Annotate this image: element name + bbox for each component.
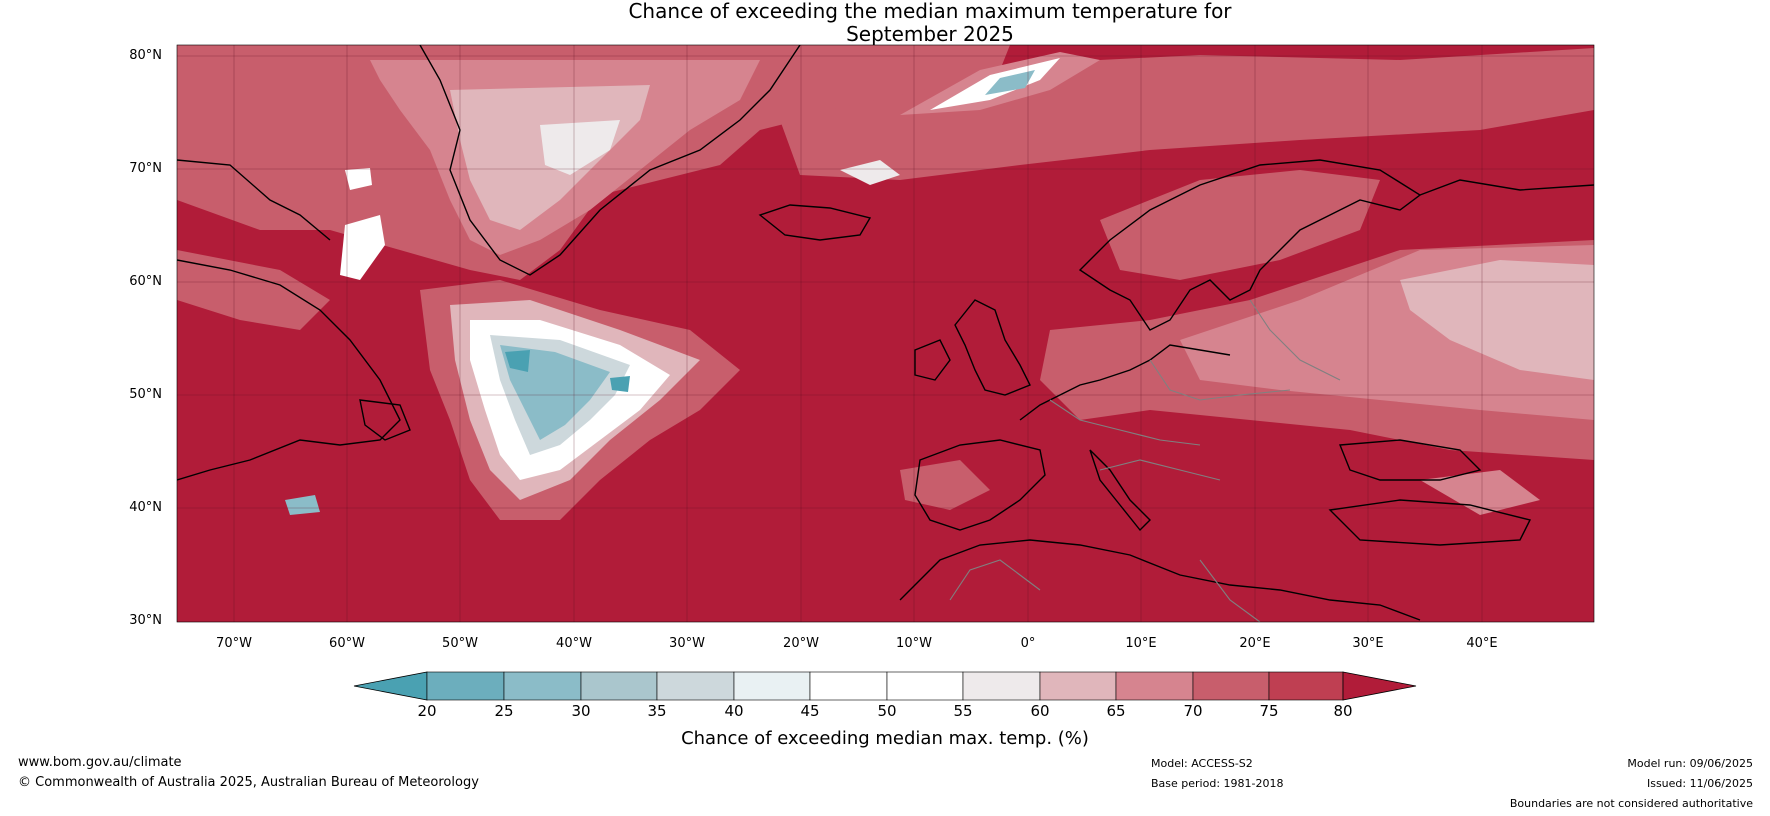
lat-label-70n: 70°N bbox=[129, 161, 162, 176]
anomaly-mideast bbox=[1420, 470, 1540, 515]
colorbar-extend-high bbox=[1342, 671, 1417, 701]
colorbar-tick-25: 25 bbox=[494, 702, 514, 720]
anomaly-scandinavia bbox=[1100, 170, 1380, 280]
lon-label-0: 0° bbox=[1020, 636, 1036, 651]
colorbar-bin-20-25 bbox=[426, 671, 505, 701]
colorbar-bin-30-35 bbox=[580, 671, 658, 701]
footer-model-run: Model run: 09/06/2025 bbox=[1627, 757, 1753, 770]
colorbar-tick-50: 50 bbox=[877, 702, 897, 720]
footer-disclaimer: Boundaries are not considered authoritat… bbox=[1509, 797, 1753, 810]
map-title: Chance of exceeding the median maximum t… bbox=[0, 0, 1770, 46]
anomaly-greenland-core bbox=[540, 120, 620, 175]
anomaly-nova-scotia bbox=[285, 495, 320, 515]
coast-africa bbox=[899, 539, 1421, 621]
anomaly-west-band bbox=[177, 250, 330, 330]
colorbar-tick-70: 70 bbox=[1183, 702, 1203, 720]
map-frame bbox=[176, 44, 1595, 623]
lon-label-10w: 10°W bbox=[896, 636, 932, 651]
anomaly-russia-inner bbox=[1400, 260, 1594, 380]
colorbar-title: Chance of exceeding median max. temp. (%… bbox=[681, 728, 1089, 749]
colorbar-tick-30: 30 bbox=[571, 702, 591, 720]
anomaly-labrador bbox=[340, 215, 385, 280]
colorbar-extend-low bbox=[353, 671, 428, 701]
title-line-1: Chance of exceeding the median maximum t… bbox=[628, 0, 1232, 23]
colorbar-bin-45-50 bbox=[809, 671, 888, 701]
anomaly-ice-patch bbox=[840, 160, 900, 185]
lon-label-30w: 30°W bbox=[669, 636, 705, 651]
lon-label-40w: 40°W bbox=[556, 636, 592, 651]
colorbar-tick-40: 40 bbox=[724, 702, 744, 720]
footer-issued: Issued: 11/06/2025 bbox=[1646, 777, 1753, 790]
footer-url: www.bom.gov.au/climate bbox=[18, 755, 182, 770]
coast-blacksea bbox=[1338, 439, 1482, 481]
lat-label-50n: 50°N bbox=[129, 387, 162, 402]
lon-label-70w: 70°W bbox=[216, 636, 252, 651]
colorbar-bin-35-40 bbox=[656, 671, 735, 701]
coast-scandinavia bbox=[1078, 159, 1422, 331]
graticule bbox=[177, 45, 1594, 622]
lon-label-30e: 30°E bbox=[1352, 636, 1384, 651]
lat-label-80n: 80°N bbox=[129, 48, 162, 63]
colorbar-tick-35: 35 bbox=[647, 702, 667, 720]
colorbar-bin-55-60 bbox=[962, 671, 1041, 701]
anomaly-atlantic-core-1 bbox=[505, 350, 530, 372]
colorbar-bin-50-55 bbox=[886, 671, 964, 701]
colorbar-bin-70-75 bbox=[1192, 671, 1270, 701]
colorbar-bin-25-30 bbox=[503, 671, 582, 701]
coast-russia-north bbox=[1419, 179, 1594, 196]
anomaly-baffin bbox=[345, 168, 372, 190]
lon-label-60w: 60°W bbox=[329, 636, 365, 651]
lon-label-50w: 50°W bbox=[442, 636, 478, 651]
coast-labrador bbox=[177, 259, 401, 481]
anomaly-iberia bbox=[900, 460, 990, 510]
colorbar-tick-45: 45 bbox=[800, 702, 820, 720]
colorbar-bin-65-70 bbox=[1115, 671, 1194, 701]
coast-iceland bbox=[758, 204, 872, 241]
lat-label-30n: 30°N bbox=[129, 613, 162, 628]
lon-label-10e: 10°E bbox=[1125, 636, 1157, 651]
borders bbox=[949, 299, 1341, 622]
map-panel bbox=[177, 45, 1594, 622]
coast-iberia bbox=[914, 439, 1046, 531]
colorbar-bin-75-80 bbox=[1268, 671, 1344, 701]
coast-britain bbox=[954, 299, 1031, 396]
lon-label-40e: 40°E bbox=[1466, 636, 1498, 651]
lat-label-60n: 60°N bbox=[129, 274, 162, 289]
coast-ireland bbox=[914, 339, 951, 381]
lat-label-40n: 40°N bbox=[129, 500, 162, 515]
coast-turkey bbox=[1328, 499, 1532, 546]
coast-newfoundland bbox=[359, 399, 411, 441]
colorbar-tick-65: 65 bbox=[1106, 702, 1126, 720]
colorbar-tick-55: 55 bbox=[953, 702, 973, 720]
colorbar-tick-75: 75 bbox=[1259, 702, 1279, 720]
footer-model: Model: ACCESS-S2 bbox=[1151, 757, 1253, 770]
coast-baffin bbox=[177, 159, 331, 241]
footer-copyright: © Commonwealth of Australia 2025, Austra… bbox=[18, 775, 479, 790]
colorbar-tick-60: 60 bbox=[1030, 702, 1050, 720]
lon-label-20w: 20°W bbox=[783, 636, 819, 651]
colorbar-bin-40-45 bbox=[733, 671, 811, 701]
colorbar bbox=[353, 671, 1417, 701]
colorbar-tick-20: 20 bbox=[417, 702, 437, 720]
colorbar-tick-80: 80 bbox=[1333, 702, 1353, 720]
anomaly-svalbard-core bbox=[985, 70, 1035, 95]
title-line-2: September 2025 bbox=[846, 22, 1014, 46]
anomaly-atlantic-core-2 bbox=[610, 376, 630, 392]
lon-label-20e: 20°E bbox=[1239, 636, 1271, 651]
coast-greenland bbox=[419, 45, 801, 276]
coast-italy bbox=[1089, 449, 1151, 532]
footer-base-period: Base period: 1981-2018 bbox=[1151, 777, 1284, 790]
colorbar-bin-60-65 bbox=[1039, 671, 1117, 701]
